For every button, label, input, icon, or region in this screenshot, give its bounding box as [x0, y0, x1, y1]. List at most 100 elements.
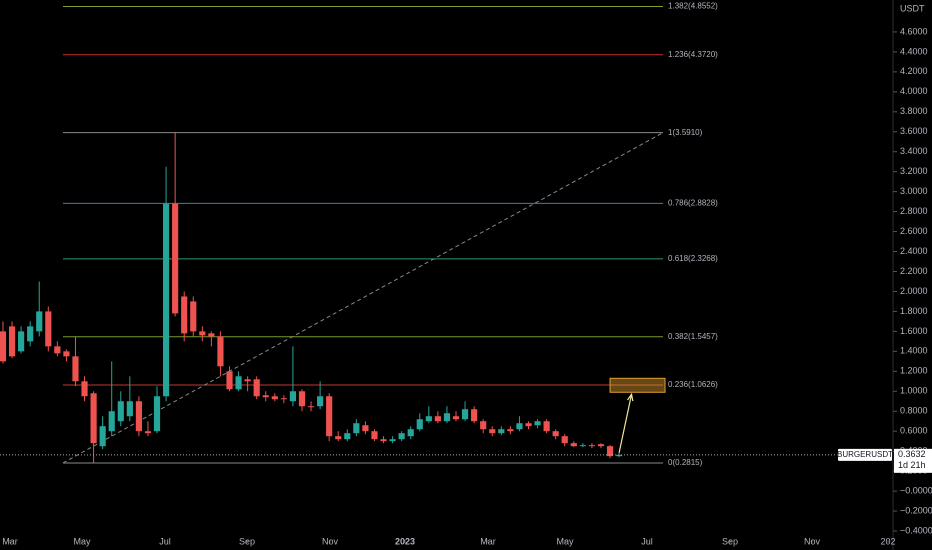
- price-tag: 0.3632: [898, 449, 926, 459]
- y-tick-label: 2.0000: [900, 286, 928, 296]
- y-tick-label: 3.0000: [900, 186, 928, 196]
- symbol-tag: BURGERUSDT: [837, 450, 893, 459]
- y-tick-label: 4.0000: [900, 86, 928, 96]
- fib-label: 1(3.5910): [668, 128, 703, 137]
- y-tick-label: 4.6000: [900, 26, 928, 36]
- candle-body: [425, 416, 432, 422]
- candle-body: [398, 433, 405, 440]
- candle-body: [162, 203, 170, 397]
- candle-body: [235, 376, 242, 390]
- candle-body: [208, 333, 215, 337]
- candle-body: [217, 336, 224, 367]
- candle-body: [54, 346, 61, 354]
- candle-body: [452, 416, 460, 420]
- price-tag-bg: [894, 448, 932, 473]
- candle-body: [407, 429, 414, 437]
- candle-body: [36, 311, 43, 332]
- fib-label: 0.236(1.0626): [668, 380, 718, 389]
- candle-body: [525, 423, 532, 427]
- candle-body: [135, 401, 142, 432]
- fib-label: 0.382(1.5457): [668, 332, 718, 341]
- x-tick-label: Sep: [722, 536, 738, 546]
- axis-unit: USDT: [900, 3, 925, 13]
- x-tick-label: May: [73, 536, 91, 546]
- countdown: 1d 21h: [898, 460, 926, 470]
- candle-body: [416, 419, 423, 430]
- candle-body: [72, 356, 79, 382]
- candle-body: [579, 445, 586, 447]
- y-tick-label: 0.6000: [900, 426, 928, 436]
- candle-body: [380, 439, 387, 442]
- y-tick-label: −0.4000: [900, 525, 932, 535]
- x-tick-label: Jul: [641, 536, 653, 546]
- candle-body: [8, 326, 16, 357]
- fib-label: 0(0.2815): [668, 458, 703, 467]
- candle-body: [108, 411, 115, 432]
- candle-body: [153, 396, 161, 432]
- fib-label: 0.786(2.8828): [668, 198, 718, 207]
- y-tick-label: 1.8000: [900, 306, 928, 316]
- y-tick-label: 1.2000: [900, 366, 928, 376]
- candle-body: [353, 423, 360, 434]
- candle-body: [480, 421, 487, 430]
- candle-body: [90, 393, 97, 444]
- candle-body: [344, 433, 351, 440]
- candle-body: [280, 398, 287, 400]
- y-tick-label: −0.2000: [900, 505, 932, 515]
- candle-body: [461, 409, 469, 420]
- candle-body: [317, 396, 324, 407]
- candle-body: [18, 331, 25, 352]
- candle-body: [335, 436, 342, 440]
- candle-body: [45, 311, 52, 347]
- candle-body: [534, 421, 541, 426]
- candle-body: [471, 409, 478, 422]
- candle-body: [606, 446, 614, 457]
- y-tick-label: 4.4000: [900, 46, 928, 56]
- candle-body: [443, 413, 451, 422]
- y-tick-label: 2.8000: [900, 206, 928, 216]
- arrow-head: [627, 392, 634, 402]
- candle-body: [117, 401, 124, 422]
- candle-body: [307, 406, 315, 408]
- x-tick-label: Mar: [480, 536, 496, 546]
- candle-body: [298, 391, 306, 407]
- candle-body: [588, 445, 596, 447]
- y-tick-label: 1.6000: [900, 326, 928, 336]
- y-tick-label: 3.8000: [900, 106, 928, 116]
- y-tick-label: 2.4000: [900, 246, 928, 256]
- y-tick-label: 2.2000: [900, 266, 928, 276]
- candle-body: [262, 395, 269, 398]
- candle-body: [597, 444, 605, 447]
- y-tick-label: 2.6000: [900, 226, 928, 236]
- x-tick-label: Nov: [322, 536, 339, 546]
- fib-label: 0.618(2.3268): [668, 254, 718, 263]
- candle-body: [99, 426, 106, 447]
- x-tick-label: Jul: [159, 536, 171, 546]
- candle-body: [616, 454, 623, 457]
- candle-body: [289, 391, 297, 402]
- candle-body: [172, 203, 179, 314]
- y-tick-label: 3.6000: [900, 126, 928, 136]
- symbol-tag-bg: [838, 448, 892, 461]
- candle-body: [27, 326, 34, 342]
- y-tick-label: 0.8000: [900, 406, 928, 416]
- y-tick-label: 1.4000: [900, 346, 928, 356]
- candle-body: [226, 371, 233, 390]
- y-tick-label: 3.4000: [900, 146, 928, 156]
- x-tick-label: May: [557, 536, 575, 546]
- target-box: [609, 377, 666, 393]
- x-tick-label: Nov: [804, 536, 821, 546]
- candle-body: [434, 416, 441, 422]
- candle-body: [489, 429, 496, 434]
- candle-body: [543, 421, 550, 432]
- candle-body: [190, 301, 197, 332]
- fib-trend: [62, 132, 664, 464]
- x-tick-label: Sep: [239, 536, 255, 546]
- candle-body: [81, 381, 88, 397]
- candle-body: [253, 379, 260, 397]
- y-tick-label: 4.2000: [900, 66, 928, 76]
- candle-body: [271, 396, 278, 400]
- candle-body: [498, 429, 505, 434]
